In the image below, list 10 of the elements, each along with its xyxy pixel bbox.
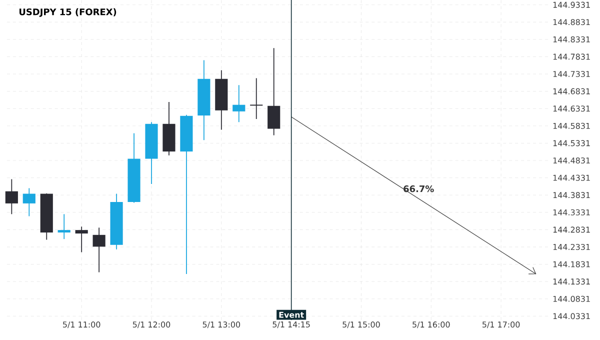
candlestick bbox=[58, 214, 70, 240]
annotation: 66.7% bbox=[404, 185, 434, 192]
candlestick bbox=[5, 178, 18, 215]
candlestick bbox=[92, 227, 106, 273]
candlestick bbox=[232, 84, 246, 123]
candlestick bbox=[75, 226, 88, 253]
candlestick bbox=[22, 188, 36, 217]
text: USDJPY 15 (FOREX) bbox=[20, 8, 116, 17]
candlestick bbox=[268, 48, 280, 136]
candlestick bbox=[250, 78, 264, 120]
